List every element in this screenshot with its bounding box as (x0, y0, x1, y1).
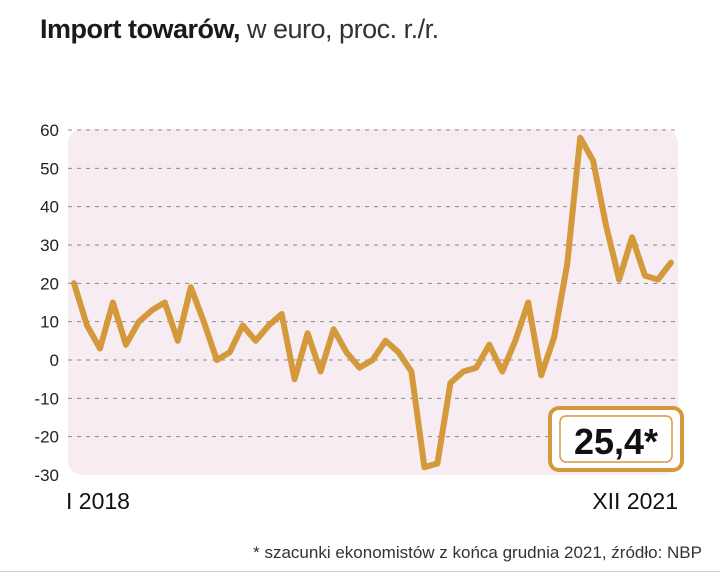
callout-inner-frame (559, 415, 673, 463)
y-tick-label: 50 (40, 159, 59, 178)
x-label-start: I 2018 (66, 488, 130, 514)
bottom-divider (0, 571, 720, 572)
series-line-import (71, 134, 674, 471)
y-tick-label: 0 (50, 351, 59, 370)
y-tick-label: 10 (40, 313, 59, 332)
footnote: * szacunki ekonomistów z końca grudnia 2… (253, 543, 702, 562)
title-main: Import towarów, (40, 14, 241, 44)
title-unit: w euro, proc. r./r. (247, 14, 439, 44)
y-tick-label: -20 (34, 428, 59, 447)
chart-title: Import towarów, w euro, proc. r./r. (40, 14, 439, 45)
y-tick-label: -30 (34, 466, 59, 485)
y-tick-label: 20 (40, 274, 59, 293)
y-tick-label: 60 (40, 121, 59, 140)
y-tick-label: 30 (40, 236, 59, 255)
callout-value: 25,4* (574, 421, 658, 462)
x-label-end: XII 2021 (592, 488, 678, 514)
y-tick-label: 40 (40, 198, 59, 217)
y-tick-label: -10 (34, 389, 59, 408)
plot-area (68, 129, 678, 475)
